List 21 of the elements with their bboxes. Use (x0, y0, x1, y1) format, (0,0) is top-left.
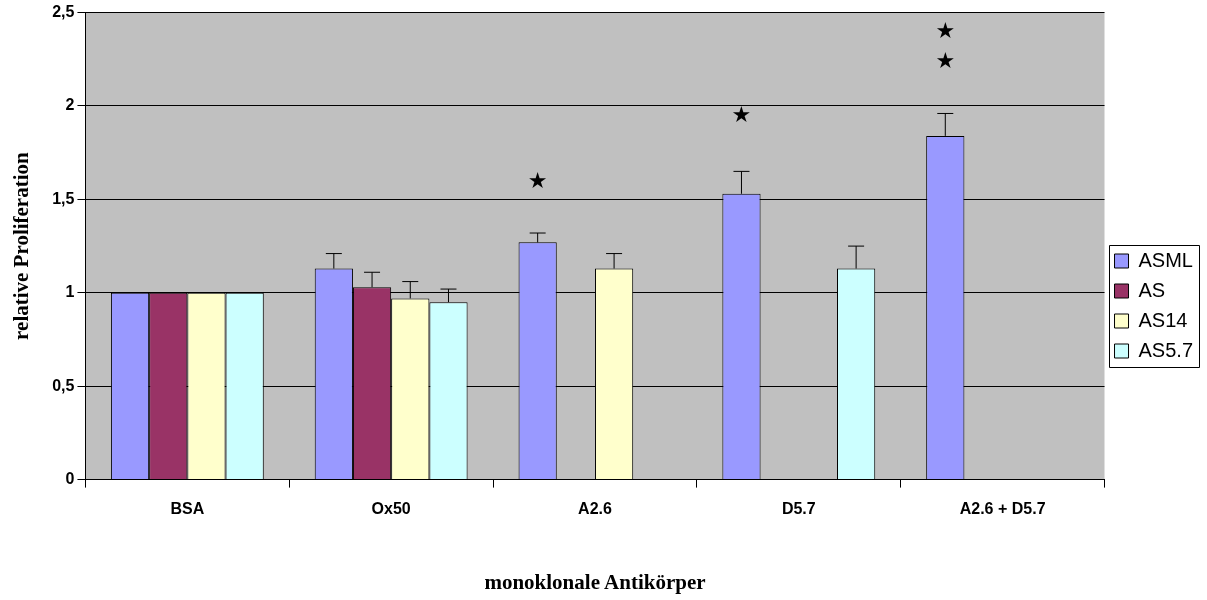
annotation: ★ (527, 168, 548, 194)
x-tick-label: A2.6 (578, 499, 612, 517)
y-tick-label: 1 (65, 283, 75, 301)
x-tick-label: Ox50 (371, 499, 411, 517)
legend-label: AS5.7 (1138, 338, 1193, 361)
annotation: ★ (935, 17, 956, 43)
x-axis-title: monoklonale Antikörper (484, 569, 706, 594)
legend-label: AS14 (1138, 308, 1188, 331)
x-tick-label: BSA (170, 499, 205, 517)
y-axis-title: relative Proliferation (9, 151, 34, 340)
legend-label: ASML (1138, 248, 1193, 271)
y-tick-label: 1,5 (52, 189, 75, 207)
annotation: ★ (731, 101, 752, 127)
y-tick-label: 2 (65, 96, 75, 114)
y-tick-label: 0,5 (52, 376, 75, 394)
x-tick-label: A2.6 + D5.7 (959, 499, 1046, 517)
y-tick-label: 2,5 (52, 3, 75, 21)
annotation: ★ (935, 47, 956, 73)
legend-label: AS (1138, 278, 1166, 301)
x-tick-label: D5.7 (781, 499, 816, 517)
y-tick-label: 0 (65, 470, 75, 488)
